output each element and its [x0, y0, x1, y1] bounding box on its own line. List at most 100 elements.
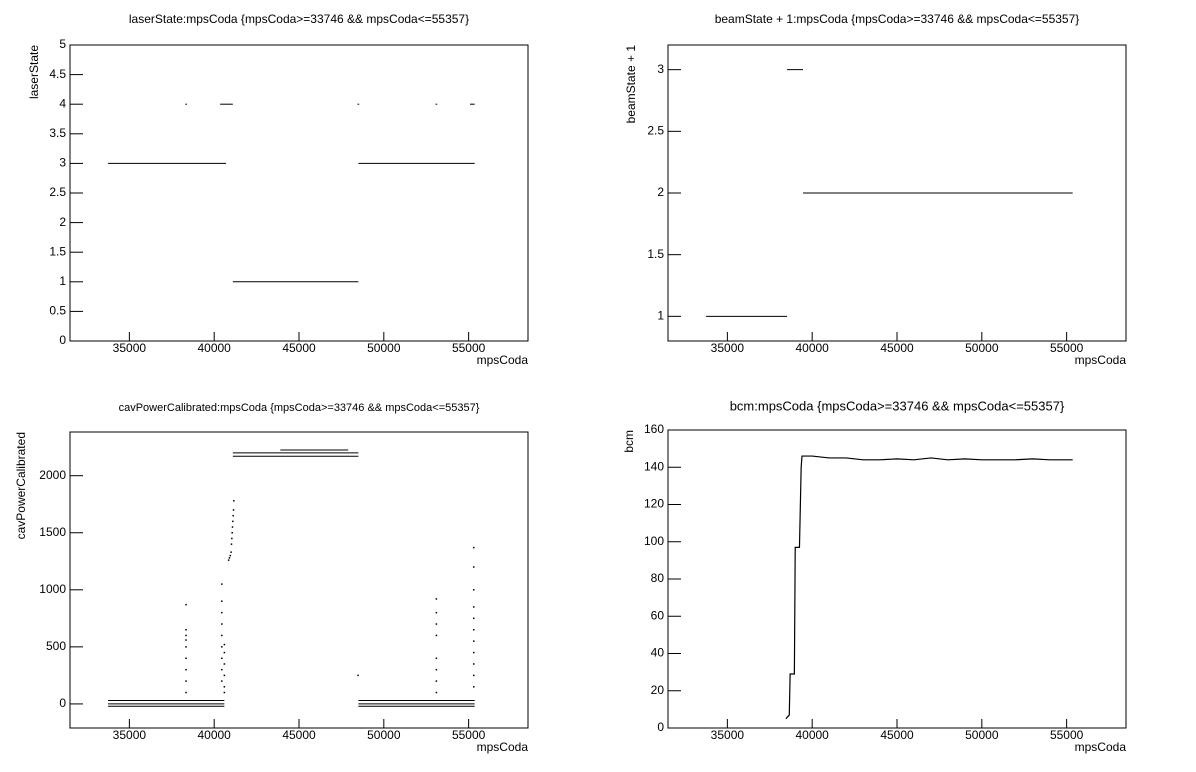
x-tick-label: 55000 [1050, 728, 1084, 742]
data-point [435, 668, 438, 671]
y-tick-label: 140 [644, 459, 664, 473]
data-point [227, 559, 230, 561]
y-tick-label: 1 [657, 309, 664, 323]
data-point [472, 640, 475, 642]
frame [667, 429, 1127, 729]
data-point [233, 500, 235, 502]
x-tick-label: 40000 [795, 341, 829, 355]
data-point [229, 554, 232, 557]
y-tick-label: 0 [59, 333, 66, 347]
x-tick-label: 50000 [367, 728, 401, 742]
data-point [185, 646, 187, 648]
data-point [185, 691, 187, 694]
data-point [185, 639, 187, 641]
data-point [231, 526, 234, 528]
data-point [472, 546, 475, 549]
data-point [185, 629, 187, 631]
data-point [221, 611, 223, 614]
x-tick-label: 50000 [965, 341, 999, 355]
data-point [435, 623, 438, 625]
data-point [472, 589, 475, 591]
data-line [785, 455, 1073, 720]
data-point [223, 643, 226, 646]
data-point [221, 600, 223, 602]
data-point [223, 651, 226, 654]
y-tick-label: 2.5 [49, 185, 66, 199]
y-tick-label: 3.5 [49, 126, 66, 140]
x-tick-label: 45000 [282, 728, 316, 742]
y-tick-label: 100 [644, 534, 664, 548]
data-point [185, 668, 187, 671]
data-point [221, 680, 223, 682]
data-point [435, 680, 438, 682]
y-tick-label: 1500 [39, 525, 66, 539]
data-point [472, 674, 475, 677]
y-tick-label: 500 [46, 639, 66, 653]
data-point [232, 520, 234, 523]
data-point [223, 691, 226, 694]
data-point [435, 611, 438, 614]
data-point [231, 532, 233, 534]
data-point [221, 583, 223, 585]
x-axis-label: mpsCoda [477, 740, 529, 754]
data-point [435, 657, 438, 660]
y-tick-label: 1.5 [647, 247, 664, 261]
y-tick-label: 2000 [39, 468, 66, 482]
chart-title: beamState + 1:mpsCoda {mpsCoda>=33746 &&… [715, 12, 1080, 26]
y-tick-label: 160 [644, 422, 664, 436]
chart-title: bcm:mpsCoda {mpsCoda>=33746 && mpsCoda<=… [730, 398, 1065, 413]
data-point [472, 651, 475, 654]
x-tick-label: 45000 [282, 341, 316, 355]
x-tick-label: 35000 [711, 728, 745, 742]
y-tick-label: 3 [59, 156, 66, 170]
data-point [223, 674, 226, 677]
x-tick-label: 45000 [880, 728, 914, 742]
chart-title: cavPowerCalibrated:mpsCoda {mpsCoda>=337… [119, 402, 480, 414]
frame [69, 431, 529, 729]
data-point [472, 606, 475, 608]
x-tick-label: 50000 [367, 341, 401, 355]
y-axis-label: bcm [622, 430, 636, 453]
x-tick-label: 35000 [113, 341, 147, 355]
x-axis-label: mpsCoda [1075, 740, 1127, 754]
x-tick-label: 55000 [1050, 341, 1084, 355]
data-point [472, 686, 475, 688]
x-axis-label: mpsCoda [477, 353, 529, 367]
x-tick-label: 40000 [795, 728, 829, 742]
x-tick-label: 55000 [452, 728, 486, 742]
data-point [228, 557, 231, 559]
y-axis-label: cavPowerCalibrated [14, 432, 28, 539]
y-axis-label: beamState + 1 [624, 45, 638, 124]
data-point [221, 623, 223, 625]
y-tick-label: 1000 [39, 582, 66, 596]
data-point [435, 598, 438, 600]
data-point [185, 603, 187, 606]
data-point [231, 537, 233, 540]
data-point [357, 674, 359, 677]
x-axis-label: mpsCoda [1075, 353, 1127, 367]
y-tick-label: 2 [657, 185, 664, 199]
y-tick-label: 2.5 [647, 124, 664, 138]
y-tick-label: 5 [59, 37, 66, 51]
data-point [472, 617, 475, 620]
data-point [221, 634, 223, 637]
y-tick-label: 4 [59, 96, 66, 110]
y-tick-label: 0 [657, 720, 664, 734]
x-tick-label: 55000 [452, 341, 486, 355]
data-point [472, 663, 475, 665]
x-tick-label: 45000 [880, 341, 914, 355]
data-point [221, 668, 223, 671]
data-point [185, 680, 187, 682]
y-tick-label: 20 [651, 683, 665, 697]
y-axis-label: laserState [27, 45, 41, 99]
x-tick-label: 40000 [197, 341, 231, 355]
y-tick-label: 0.5 [49, 304, 66, 318]
data-point [230, 551, 232, 553]
data-point [230, 543, 233, 545]
x-tick-label: 35000 [711, 341, 745, 355]
x-tick-label: 35000 [113, 728, 147, 742]
data-point [221, 646, 223, 648]
y-tick-label: 2 [59, 215, 66, 229]
data-point [232, 514, 234, 517]
y-tick-label: 0 [59, 696, 66, 710]
